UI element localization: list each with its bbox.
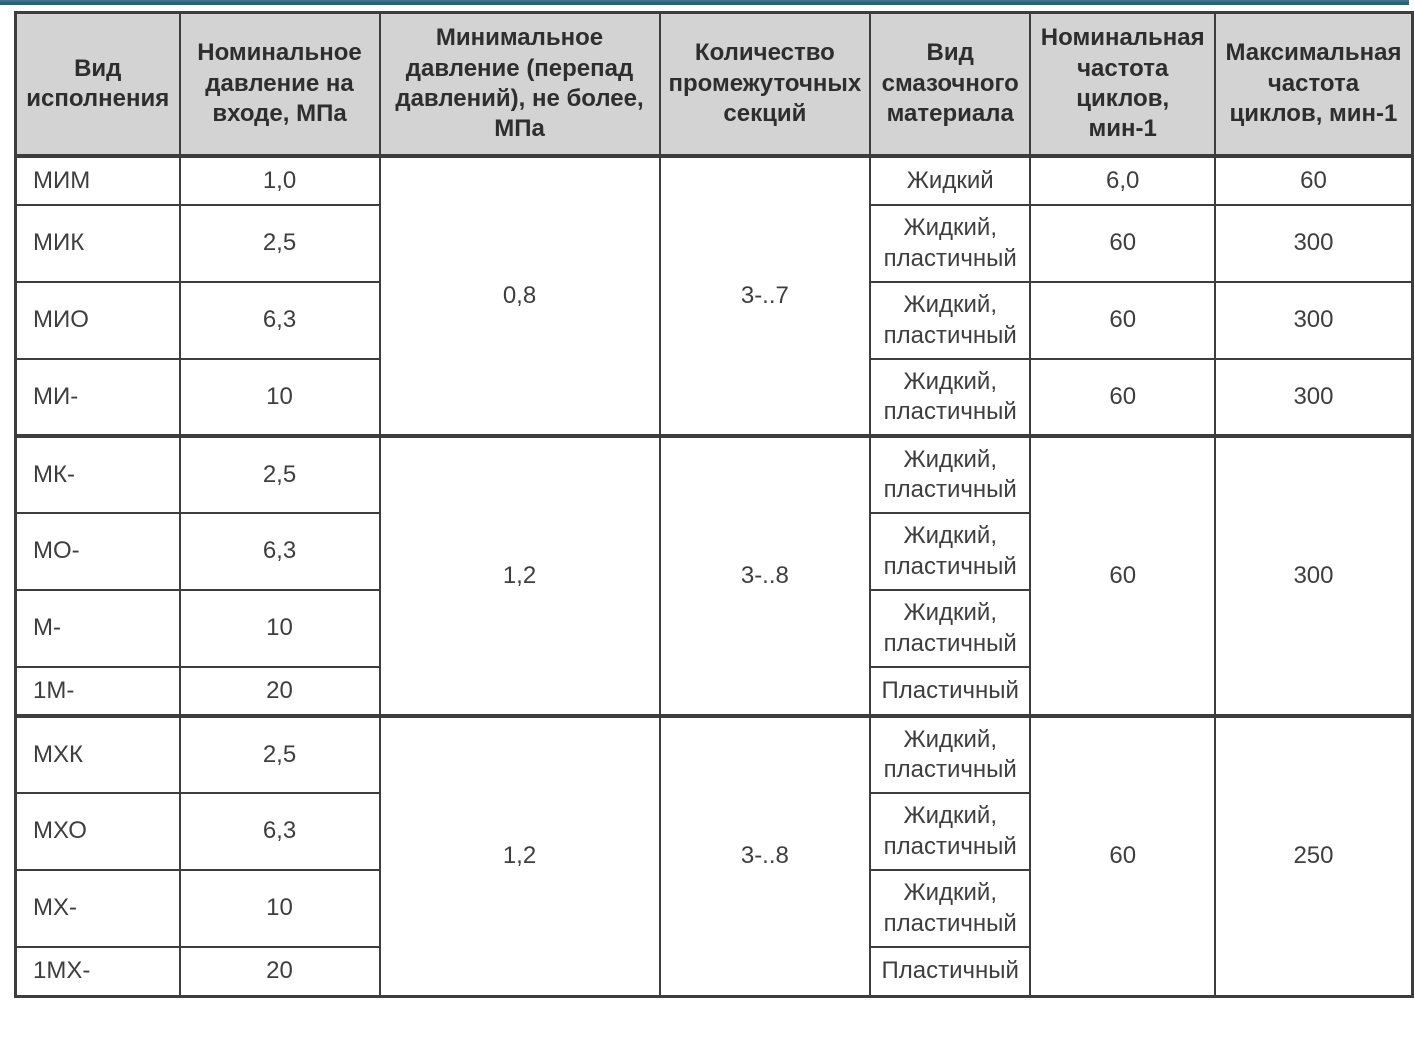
lubricant-cell: Пластичный xyxy=(869,946,1032,997)
lubricant-cell: Пластичный xyxy=(869,666,1032,717)
pump-specifications-table: Вид исполнения Номинальное давление на в… xyxy=(14,11,1414,998)
table-row: МК- 2,5 1,2 3-..8 Жидкий, пластичный 60 … xyxy=(14,435,1414,717)
header-nominal-inlet-pressure: Номинальное давление на входе, МПа xyxy=(178,11,381,158)
max-freq-cell: 300 xyxy=(1214,358,1414,437)
nominal-freq-cell: 60 xyxy=(1029,715,1217,997)
type-cell: 1М- xyxy=(14,666,181,717)
table-row: МХК 2,5 1,2 3-..8 Жидкий, пластичный 60 … xyxy=(14,715,1414,997)
lubricant-cell: Жидкий, пластичный xyxy=(869,792,1032,871)
lubricant-cell: Жидкий, пластичный xyxy=(869,281,1032,360)
max-freq-cell: 300 xyxy=(1214,435,1414,717)
group-mx: МХК 2,5 1,2 3-..8 Жидкий, пластичный 60 … xyxy=(14,715,1414,997)
table-row: МО- 6,3 Жидкий, пластичный xyxy=(14,512,1413,591)
lubricant-cell: Жидкий, пластичный xyxy=(869,358,1032,437)
header-row: Вид исполнения Номинальное давление на в… xyxy=(14,11,1414,158)
type-cell: 1МХ- xyxy=(14,946,181,997)
table-row: МИК 2,5 Жидкий, пластичный 60 300 xyxy=(14,204,1414,283)
table-row: 1МХ- 20 Пластичный xyxy=(14,946,1413,997)
type-cell: МИК xyxy=(14,204,181,283)
type-cell: МИМ xyxy=(14,155,181,206)
min-pressure-cell: 1,2 xyxy=(378,435,661,717)
table-row: 1М- 20 Пластичный xyxy=(14,666,1413,717)
lubricant-cell: Жидкий, пластичный xyxy=(869,512,1032,591)
inlet-pressure-cell: 10 xyxy=(178,589,381,668)
table-row: МИО 6,3 Жидкий, пластичный 60 300 xyxy=(14,281,1414,360)
lubricant-cell: Жидкий, пластичный xyxy=(869,869,1032,948)
top-accent-bar xyxy=(0,0,1409,5)
inlet-pressure-cell: 6,3 xyxy=(178,792,381,871)
type-cell: МО- xyxy=(14,512,181,591)
type-cell: М- xyxy=(14,589,181,668)
sections-cell: 3-..8 xyxy=(658,435,872,717)
max-freq-cell: 300 xyxy=(1214,204,1414,283)
inlet-pressure-cell: 20 xyxy=(178,666,381,717)
header-intermediate-sections: Количество промежуточных секций xyxy=(658,11,872,158)
table-row: МХ- 10 Жидкий, пластичный xyxy=(14,869,1413,948)
header-design-type: Вид исполнения xyxy=(14,11,181,158)
type-cell: МХК xyxy=(14,715,181,794)
inlet-pressure-cell: 20 xyxy=(178,946,381,997)
inlet-pressure-cell: 1,0 xyxy=(178,155,381,206)
min-pressure-cell: 1,2 xyxy=(378,715,661,997)
type-cell: МХ- xyxy=(14,869,181,948)
table-row: МХО 6,3 Жидкий, пластичный xyxy=(14,792,1413,871)
inlet-pressure-cell: 10 xyxy=(178,358,381,437)
type-cell: МИ- xyxy=(14,358,181,437)
header-minimal-pressure: Минимальное давление (перепад давлений),… xyxy=(378,11,661,158)
header-max-cycle-frequency: Максимальная частота циклов, мин-1 xyxy=(1214,11,1414,158)
max-freq-cell: 300 xyxy=(1214,281,1414,360)
nominal-freq-cell: 60 xyxy=(1029,358,1217,437)
table-row: МИМ 1,0 0,8 3-..7 Жидкий 6,0 60 xyxy=(14,155,1414,437)
inlet-pressure-cell: 6,3 xyxy=(178,512,381,591)
group-m: МК- 2,5 1,2 3-..8 Жидкий, пластичный 60 … xyxy=(14,435,1414,717)
lubricant-cell: Жидкий, пластичный xyxy=(869,589,1032,668)
sections-cell: 3-..7 xyxy=(658,155,872,437)
type-cell: МК- xyxy=(14,435,181,514)
nominal-freq-cell: 6,0 xyxy=(1029,155,1217,206)
inlet-pressure-cell: 6,3 xyxy=(178,281,381,360)
table-header: Вид исполнения Номинальное давление на в… xyxy=(14,11,1414,158)
sections-cell: 3-..8 xyxy=(658,715,872,997)
lubricant-cell: Жидкий xyxy=(869,155,1032,206)
inlet-pressure-cell: 10 xyxy=(178,869,381,948)
inlet-pressure-cell: 2,5 xyxy=(178,435,381,514)
inlet-pressure-cell: 2,5 xyxy=(178,204,381,283)
max-freq-cell: 250 xyxy=(1214,715,1414,997)
table-row: МИ- 10 Жидкий, пластичный 60 300 xyxy=(14,358,1414,437)
lubricant-cell: Жидкий, пластичный xyxy=(869,435,1032,514)
nominal-freq-cell: 60 xyxy=(1029,281,1217,360)
lubricant-cell: Жидкий, пластичный xyxy=(869,204,1032,283)
group-mi: МИМ 1,0 0,8 3-..7 Жидкий 6,0 60 МИК 2,5 … xyxy=(14,155,1414,437)
nominal-freq-cell: 60 xyxy=(1029,204,1217,283)
header-nominal-cycle-frequency: Номинальная частота циклов, мин-1 xyxy=(1029,11,1217,158)
inlet-pressure-cell: 2,5 xyxy=(178,715,381,794)
lubricant-cell: Жидкий, пластичный xyxy=(869,715,1032,794)
min-pressure-cell: 0,8 xyxy=(378,155,661,437)
table-row: М- 10 Жидкий, пластичный xyxy=(14,589,1413,668)
nominal-freq-cell: 60 xyxy=(1029,435,1217,717)
type-cell: МХО xyxy=(14,792,181,871)
type-cell: МИО xyxy=(14,281,181,360)
header-lubricant-type: Вид смазочного материала xyxy=(869,11,1032,158)
max-freq-cell: 60 xyxy=(1214,155,1414,206)
